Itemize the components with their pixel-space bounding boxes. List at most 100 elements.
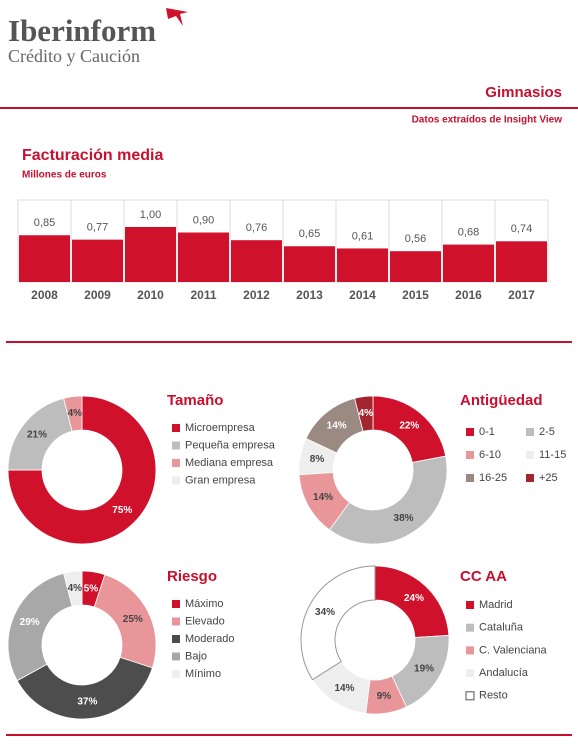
legend-label: Máximo bbox=[185, 598, 224, 610]
bar bbox=[496, 241, 547, 282]
legend-label: 11-15 bbox=[539, 449, 566, 461]
chart-title: Riesgo bbox=[167, 568, 217, 585]
value-label: 0,65 bbox=[299, 228, 320, 240]
value-label: 14% bbox=[313, 492, 333, 503]
legend-swatch bbox=[466, 623, 474, 632]
value-label: 0,85 bbox=[34, 217, 55, 229]
donut-slice bbox=[354, 395, 374, 432]
legend-swatch bbox=[172, 476, 180, 485]
x-tick-label: 2013 bbox=[296, 288, 323, 302]
legend-label: 6-10 bbox=[479, 449, 501, 461]
x-tick-label: 2014 bbox=[349, 288, 376, 302]
value-label: 25% bbox=[123, 614, 143, 625]
legend-label: C. Valenciana bbox=[479, 644, 548, 656]
value-label: 24% bbox=[404, 593, 424, 604]
value-label: 37% bbox=[77, 696, 97, 707]
legend-swatch bbox=[172, 635, 180, 643]
legend-label: Elevado bbox=[185, 615, 225, 627]
legend-swatch bbox=[465, 691, 475, 701]
bar bbox=[443, 244, 494, 282]
legend-label: Andalucía bbox=[479, 667, 529, 679]
legend-label: Cataluña bbox=[479, 622, 524, 634]
value-label: 1,00 bbox=[140, 209, 161, 221]
value-label: 5% bbox=[84, 583, 99, 594]
value-label: 0,90 bbox=[193, 214, 214, 226]
legend-label: Bajo bbox=[185, 650, 207, 662]
donut-slice bbox=[93, 574, 157, 669]
legend-swatch bbox=[172, 459, 180, 467]
x-tick-label: 2008 bbox=[31, 288, 58, 302]
donut-slice bbox=[328, 455, 448, 545]
legend-swatch bbox=[526, 428, 534, 436]
donut-slice bbox=[16, 656, 153, 720]
bar bbox=[337, 248, 388, 282]
legend-label: Mediana empresa bbox=[185, 457, 274, 469]
value-label: 38% bbox=[394, 513, 414, 524]
bar bbox=[231, 240, 282, 282]
legend-swatch bbox=[526, 451, 534, 459]
legend-label: 16-25 bbox=[479, 472, 507, 484]
bar bbox=[178, 232, 229, 282]
value-label: 19% bbox=[414, 664, 434, 675]
bar bbox=[390, 251, 441, 282]
bar bbox=[72, 239, 123, 282]
value-label: 9% bbox=[377, 691, 392, 702]
value-label: 21% bbox=[27, 430, 47, 441]
legend-label: Gran empresa bbox=[185, 474, 256, 486]
bar bbox=[125, 227, 176, 282]
legend-label: Moderado bbox=[185, 633, 235, 645]
chart-title: Tamaño bbox=[167, 392, 223, 409]
value-label: 34% bbox=[315, 607, 335, 618]
value-label: 4% bbox=[359, 408, 374, 419]
value-label: 75% bbox=[112, 505, 132, 516]
chart-title: Antigüedad bbox=[460, 392, 543, 409]
value-label: 4% bbox=[68, 408, 83, 419]
legend-swatch bbox=[172, 441, 180, 450]
legend-swatch bbox=[172, 424, 180, 432]
source: Datos extraídos de Insight View bbox=[412, 115, 563, 126]
page-title: Gimnasios bbox=[485, 84, 562, 101]
value-label: 0,74 bbox=[511, 223, 532, 235]
legend-swatch bbox=[172, 652, 180, 661]
legend-swatch bbox=[466, 601, 474, 609]
legend-label: Pequeña empresa bbox=[185, 439, 276, 451]
legend-swatch bbox=[466, 428, 474, 436]
legend-swatch bbox=[172, 670, 180, 678]
value-label: 29% bbox=[20, 617, 40, 628]
value-label: 0,56 bbox=[405, 233, 426, 245]
legend-swatch bbox=[526, 474, 534, 482]
legend-label: 2-5 bbox=[539, 426, 555, 438]
value-label: 0,76 bbox=[246, 222, 267, 234]
legend-label: 0-1 bbox=[479, 426, 495, 438]
x-tick-label: 2015 bbox=[402, 288, 429, 302]
bar bbox=[19, 235, 70, 282]
legend-label: Madrid bbox=[479, 599, 513, 611]
chart-subtitle: Millones de euros bbox=[22, 170, 107, 181]
legend-swatch bbox=[466, 474, 474, 482]
legend-swatch bbox=[466, 451, 474, 459]
legend-label: Microempresa bbox=[185, 422, 256, 434]
x-tick-label: 2011 bbox=[190, 288, 216, 302]
donut-slice bbox=[63, 395, 83, 432]
x-tick-label: 2010 bbox=[137, 288, 164, 302]
x-tick-label: 2009 bbox=[84, 288, 111, 302]
donut-slice bbox=[7, 572, 73, 682]
legend-label: Mínimo bbox=[185, 668, 221, 680]
chart-title: Facturación media bbox=[22, 147, 163, 164]
legend-swatch bbox=[466, 669, 474, 678]
value-label: 14% bbox=[327, 421, 347, 432]
logo-icon bbox=[166, 8, 188, 26]
value-label: 0,77 bbox=[87, 222, 108, 234]
x-tick-label: 2016 bbox=[455, 288, 482, 302]
logo: Iberinform bbox=[8, 13, 156, 48]
value-label: 8% bbox=[310, 454, 325, 465]
legend-label: +25 bbox=[539, 472, 558, 484]
value-label: 0,68 bbox=[458, 227, 479, 239]
x-tick-label: 2012 bbox=[243, 288, 270, 302]
legend-swatch bbox=[466, 646, 474, 655]
donut-slice bbox=[300, 565, 376, 681]
logo-subtitle: Crédito y Caución bbox=[8, 46, 140, 66]
chart-title: CC AA bbox=[460, 568, 507, 585]
value-label: 22% bbox=[399, 421, 419, 432]
